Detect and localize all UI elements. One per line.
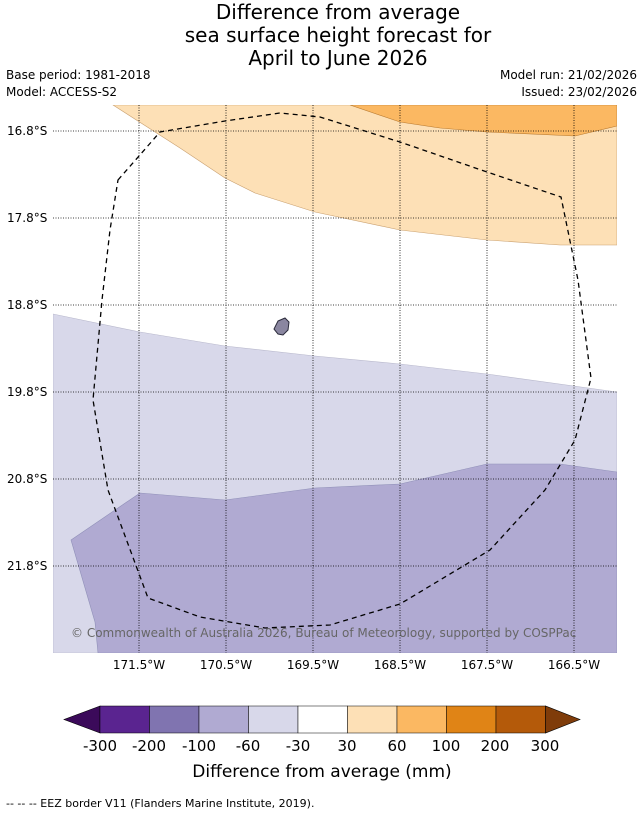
map-title: Difference from average sea surface heig… xyxy=(0,1,644,70)
contour-60-100 xyxy=(349,105,617,137)
colorbar-under-arrow xyxy=(63,705,101,734)
issued-date: Issued: 23/02/2026 xyxy=(521,85,637,99)
contour-neg60-neg100 xyxy=(70,463,617,653)
colorbar-tick-label: 60 xyxy=(387,737,407,755)
colorbar-tick-label: 200 xyxy=(480,737,510,755)
title-line-3: April to June 2026 xyxy=(248,46,428,70)
colorbar-swatch xyxy=(149,705,200,734)
colorbar-swatch xyxy=(495,705,546,734)
lon-label: 170.5°W xyxy=(199,658,253,672)
lon-label: 171.5°W xyxy=(112,658,166,672)
lat-label: 16.8°S xyxy=(7,124,48,138)
colorbar-tick-label: -200 xyxy=(131,737,167,755)
island-shape xyxy=(273,317,290,336)
lat-label: 18.8°S xyxy=(7,298,48,312)
model-name: Model: ACCESS-S2 xyxy=(6,85,118,99)
lat-label: 21.8°S xyxy=(7,559,48,573)
colorbar-swatch xyxy=(396,705,447,734)
colorbar-swatch xyxy=(99,705,150,734)
colorbar-swatch xyxy=(446,705,497,734)
eez-legend: -- -- -- EEZ border V11 (Flanders Marine… xyxy=(6,797,315,810)
colorbar-title: Difference from average (mm) xyxy=(192,762,452,782)
title-line-2: sea surface height forecast for xyxy=(184,23,492,47)
map-area xyxy=(53,105,617,653)
lat-label: 20.8°S xyxy=(7,472,48,486)
model-run: Model run: 21/02/2026 xyxy=(499,68,637,82)
colorbar-swatch xyxy=(198,705,249,734)
colorbar-tick-label: -300 xyxy=(82,737,118,755)
colorbar-swatch xyxy=(248,705,299,734)
lon-label: 169.5°W xyxy=(286,658,340,672)
lat-label: 17.8°S xyxy=(7,211,48,225)
grid-lines xyxy=(53,105,617,653)
base-period: Base period: 1981-2018 xyxy=(6,68,151,82)
title-line-1: Difference from average xyxy=(215,0,461,24)
eez-border xyxy=(92,112,592,629)
lon-label: 168.5°W xyxy=(373,658,427,672)
meta-left: Base period: 1981-2018 Model: ACCESS-S2 xyxy=(6,67,151,101)
copyright-notice: © Commonwealth of Australia 2026, Bureau… xyxy=(71,626,577,640)
lon-label: 167.5°W xyxy=(460,658,514,672)
colorbar-swatch xyxy=(297,705,348,734)
colorbar-over-arrow xyxy=(545,705,581,734)
lon-label: 166.5°W xyxy=(547,658,601,672)
colorbar-tick-label: -60 xyxy=(235,737,261,755)
colorbar-tick-label: -30 xyxy=(285,737,311,755)
colorbar-tick-label: -100 xyxy=(181,737,217,755)
colorbar xyxy=(63,705,581,734)
lat-label: 19.8°S xyxy=(7,385,48,399)
colorbar-tick-label: 30 xyxy=(337,737,357,755)
colorbar-tick-label: 100 xyxy=(431,737,461,755)
meta-right: Model run: 21/02/2026 Issued: 23/02/2026 xyxy=(500,67,637,101)
colorbar-tick-label: 300 xyxy=(530,737,560,755)
colorbar-swatch xyxy=(347,705,398,734)
